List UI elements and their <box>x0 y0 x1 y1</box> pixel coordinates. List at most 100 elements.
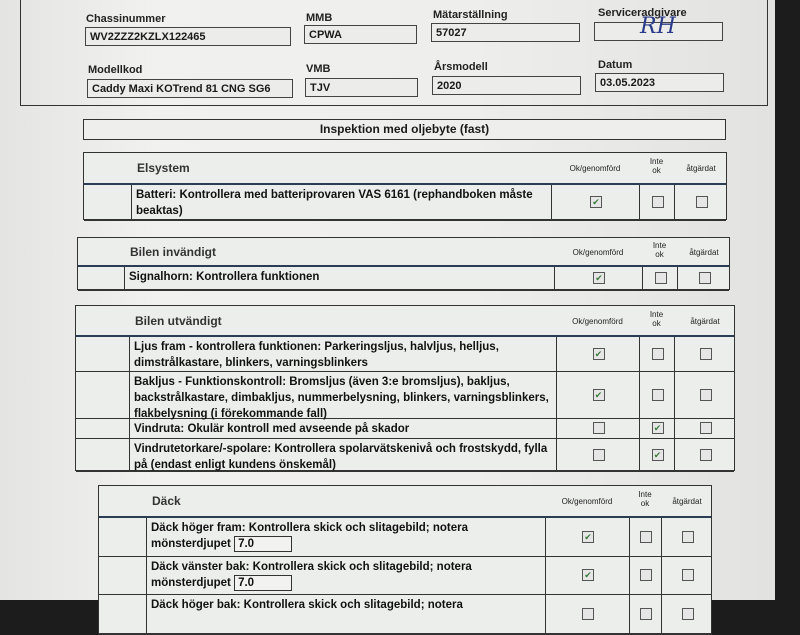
column-ok-header: Ok/genomförd <box>569 164 621 173</box>
checkbox-ok[interactable] <box>592 422 605 434</box>
cell-not_ok <box>629 518 661 556</box>
cell-not_ok <box>639 372 674 418</box>
checkbox-ok[interactable]: ✔ <box>582 569 594 581</box>
checkbox-ok[interactable]: ✔ <box>592 347 605 360</box>
depth-label: mönsterdjupet <box>151 538 231 551</box>
checkbox-not_ok[interactable] <box>651 347 664 360</box>
checkbox-not_ok[interactable]: ✔ <box>651 448 664 461</box>
checkbox-not_ok[interactable] <box>651 196 664 208</box>
checkbox-ok[interactable]: ✔ <box>582 530 594 543</box>
date-field: 03.05.2023 <box>595 73 724 92</box>
column-fixed-header: åtgärdat <box>686 164 716 173</box>
item-text: Ljus fram - kontrollera funktionen: Park… <box>134 341 499 369</box>
vmb-label: VMB <box>306 63 331 75</box>
section-2: Bilen utvändigt Ok/genomförd Inte ok åtgärda… <box>75 305 735 472</box>
checkbox-ok[interactable] <box>592 448 605 461</box>
service-checklist-paper: Chassinummer WV2ZZZ2KZLX122465 MMB CPWA … <box>0 0 775 635</box>
not-ok-line2: ok <box>640 499 650 508</box>
column-fixed-header: åtgärdat <box>672 497 702 506</box>
column-ok-header: Ok/genomförd <box>561 497 613 506</box>
cell-ok: ✔ <box>556 372 639 418</box>
cell-ok: ✔ <box>545 557 629 594</box>
checkbox-fixed[interactable] <box>700 422 712 434</box>
odometer-field: 57027 <box>431 23 580 42</box>
cell-ok: ✔ <box>554 267 642 290</box>
checklist-row: Bakljus - Funktionskontroll: Bromsljus (… <box>76 372 734 420</box>
date-label: Datum <box>598 59 633 71</box>
item-text-cell: Däck höger bak: Kontrollera skick och sl… <box>146 595 545 634</box>
odometer-label: Mätarställning <box>433 9 508 21</box>
checkbox-fixed[interactable] <box>682 608 694 620</box>
item-text-cell: Bakljus - Funktionskontroll: Bromsljus (… <box>129 372 556 420</box>
checkbox-not_ok[interactable] <box>651 388 664 401</box>
depth-label: mönsterdjupet <box>151 577 231 590</box>
mmb-label: MMB <box>306 12 333 24</box>
checkbox-fixed[interactable] <box>696 196 708 208</box>
checkbox-ok[interactable]: ✔ <box>590 196 602 208</box>
item-text: Däck höger fram: Kontrollera skick och s… <box>151 522 468 534</box>
section-header: Bilen utvändigt Ok/genomförd Inte ok åtgärda… <box>76 306 734 337</box>
not-ok-line2: ok <box>652 166 661 175</box>
checkbox-not_ok[interactable] <box>640 530 652 543</box>
item-text: Däck vänster bak: Kontrollera skick och … <box>151 561 472 573</box>
checkbox-not_ok[interactable]: ✔ <box>651 422 664 434</box>
not-ok-line2: ok <box>655 249 664 259</box>
checkbox-ok[interactable]: ✔ <box>593 272 605 284</box>
column-fixed-header: åtgärdat <box>689 247 719 257</box>
checkbox-fixed[interactable] <box>700 448 712 461</box>
cell-ok <box>556 439 639 471</box>
column-ok-header: Ok/genomförd <box>572 247 624 257</box>
checkbox-fixed[interactable] <box>699 272 711 284</box>
checkbox-not_ok[interactable] <box>640 608 652 620</box>
item-text: Vindruta: Okulär kontroll med avseende p… <box>134 423 410 435</box>
checklist-row: Ljus fram - kontrollera funktionen: Park… <box>76 337 734 372</box>
item-text: Bakljus - Funktionskontroll: Bromsljus (… <box>134 376 549 420</box>
checklist-row: Däck vänster bak: Kontrollera skick och … <box>99 557 711 595</box>
checklist-row: Batteri: Kontrollera med batteriprovaren… <box>84 185 726 221</box>
item-text-cell: Ljus fram - kontrollera funktionen: Park… <box>129 337 556 371</box>
cell-ok: ✔ <box>545 518 629 556</box>
column-fixed-header: åtgärdat <box>690 316 720 326</box>
cell-ok <box>545 595 629 634</box>
column-not-ok-header: Inte ok <box>629 490 661 508</box>
mmb-field: CPWA <box>304 25 417 44</box>
chassis-label: Chassinummer <box>86 13 166 25</box>
item-text-cell: Batteri: Kontrollera med batteriprovaren… <box>131 185 551 220</box>
checkbox-not_ok[interactable] <box>654 272 667 284</box>
not-ok-line1: Inte <box>652 240 667 250</box>
item-text-cell: Signalhorn: Kontrollera funktionen <box>124 267 554 290</box>
checkbox-fixed[interactable] <box>700 347 712 360</box>
section-title: Elsystem <box>137 161 190 175</box>
checkbox-ok[interactable]: ✔ <box>592 388 605 401</box>
cell-not_ok <box>629 595 661 634</box>
checklist-row: Signalhorn: Kontrollera funktionen ✔ <box>78 267 729 291</box>
checkbox-fixed[interactable] <box>682 530 694 543</box>
cell-not_ok <box>642 267 677 290</box>
section-1: Bilen invändigt Ok/genomförd Inte ok åtgärda… <box>77 237 730 291</box>
checkbox-ok[interactable] <box>582 608 594 620</box>
checkbox-not_ok[interactable] <box>640 569 652 581</box>
checkbox-fixed[interactable] <box>700 388 712 401</box>
advisor-label: Serviceradgivare <box>598 7 687 19</box>
advisor-signature: RH <box>640 14 676 39</box>
checklist-row: Vindrutetorkare/-spolare: Kontrollera sp… <box>76 439 734 472</box>
section-header: Elsystem Ok/genomförd Inte ok åtgärdat <box>84 153 726 185</box>
model-code-field: Caddy Maxi KOTrend 81 CNG SG6 <box>87 79 293 98</box>
cell-ok: ✔ <box>556 337 639 371</box>
model-year-field: 2020 <box>432 76 581 95</box>
not-ok-line1: Inte <box>638 490 652 499</box>
column-ok-header: Ok/genomförd <box>572 316 623 326</box>
cell-not_ok: ✔ <box>639 419 674 438</box>
vmb-field: TJV <box>305 78 418 97</box>
cell-not_ok <box>639 185 674 220</box>
not-ok-line1: Inte <box>649 309 664 319</box>
item-text-cell: Vindruta: Okulär kontroll med avseende p… <box>129 419 556 438</box>
checklist-row: Däck höger fram: Kontrollera skick och s… <box>99 518 711 557</box>
column-not-ok-header: Inte ok <box>642 241 677 259</box>
item-text-cell: Däck höger fram: Kontrollera skick och s… <box>146 518 545 556</box>
cell-ok <box>556 419 639 438</box>
advisor-field <box>594 22 723 41</box>
checkbox-fixed[interactable] <box>682 569 694 581</box>
tread-depth-field: 7.0 <box>234 575 293 591</box>
checklist-row: Däck höger bak: Kontrollera skick och sl… <box>99 595 711 635</box>
